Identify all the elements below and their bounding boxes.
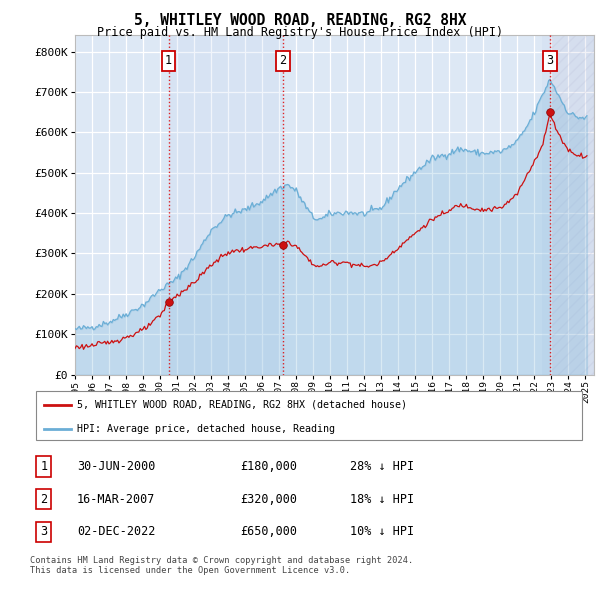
Bar: [169, 35, 283, 375]
Text: £650,000: £650,000: [240, 525, 297, 538]
Text: 28% ↓ HPI: 28% ↓ HPI: [350, 460, 414, 473]
Text: 1: 1: [165, 54, 172, 67]
Bar: [550, 35, 594, 375]
Text: 16-MAR-2007: 16-MAR-2007: [77, 493, 155, 506]
Text: 5, WHITLEY WOOD ROAD, READING, RG2 8HX (detached house): 5, WHITLEY WOOD ROAD, READING, RG2 8HX (…: [77, 399, 407, 409]
FancyBboxPatch shape: [36, 391, 582, 440]
Text: Contains HM Land Registry data © Crown copyright and database right 2024.
This d: Contains HM Land Registry data © Crown c…: [30, 556, 413, 575]
Text: HPI: Average price, detached house, Reading: HPI: Average price, detached house, Read…: [77, 424, 335, 434]
Text: 3: 3: [547, 54, 554, 67]
Text: £320,000: £320,000: [240, 493, 297, 506]
Text: 5, WHITLEY WOOD ROAD, READING, RG2 8HX: 5, WHITLEY WOOD ROAD, READING, RG2 8HX: [134, 13, 466, 28]
Text: 2: 2: [40, 493, 47, 506]
Text: 2: 2: [279, 54, 286, 67]
Text: £180,000: £180,000: [240, 460, 297, 473]
Text: 1: 1: [40, 460, 47, 473]
Text: 30-JUN-2000: 30-JUN-2000: [77, 460, 155, 473]
Text: 3: 3: [40, 525, 47, 538]
Text: Price paid vs. HM Land Registry's House Price Index (HPI): Price paid vs. HM Land Registry's House …: [97, 26, 503, 39]
Text: 02-DEC-2022: 02-DEC-2022: [77, 525, 155, 538]
Text: 10% ↓ HPI: 10% ↓ HPI: [350, 525, 414, 538]
Text: 18% ↓ HPI: 18% ↓ HPI: [350, 493, 414, 506]
Bar: [542, 35, 550, 375]
